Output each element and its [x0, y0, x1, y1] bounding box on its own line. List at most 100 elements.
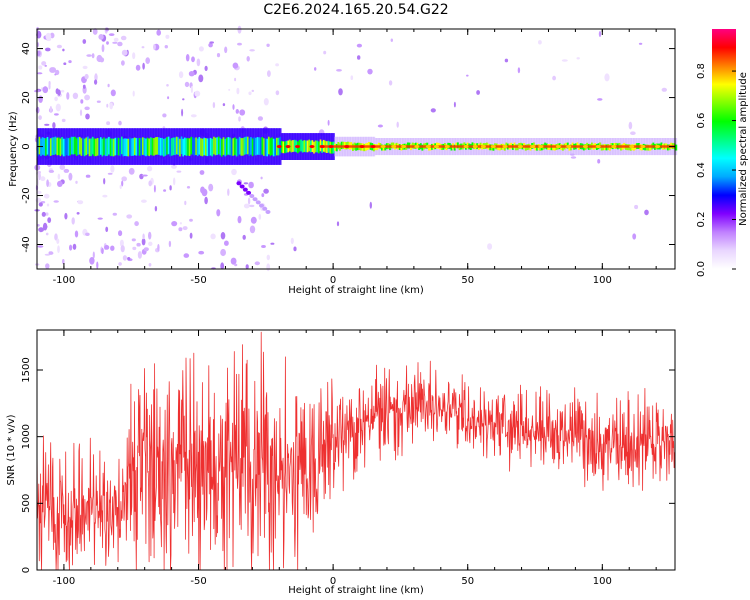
spectrogram-speckle: [216, 209, 221, 217]
spectrogram-speckle: [323, 50, 327, 55]
spectrogram-speckle: [249, 204, 255, 208]
snr-x-tick-label: 100: [593, 576, 612, 587]
spectrogram-speckle: [576, 57, 580, 60]
spectrogram-speckle: [293, 246, 297, 252]
spectrogram-speckle: [59, 164, 66, 170]
spectrogram-band-core: [132, 138, 135, 156]
spectrogram-band-core: [248, 138, 251, 156]
spectrogram-band-core: [142, 137, 145, 155]
spectrogram-speckle: [182, 98, 185, 101]
spectrogram-speckle: [148, 263, 152, 267]
spectrogram-speckle: [190, 114, 197, 118]
spectrogram-speckle: [120, 245, 125, 253]
spectrogram-peak-blob: [425, 144, 431, 149]
spectrogram-band-core: [242, 138, 245, 156]
spectrogram-speckle: [98, 34, 104, 40]
spectrogram-band-core: [301, 140, 305, 153]
spectrogram-speckle: [182, 226, 188, 231]
spectrogram-speckle: [224, 240, 229, 246]
spectrogram-band-core: [175, 136, 179, 155]
spectrogram-speckle: [44, 123, 50, 126]
spectrogram-band-core: [79, 136, 82, 155]
colorbar-label: Normalized spectral amplitude: [738, 72, 749, 226]
spectrogram-peak-blob: [640, 144, 646, 149]
spectrogram-speckle: [250, 216, 257, 224]
spectrogram-band-core: [109, 138, 112, 156]
spectrogram-streak: [255, 200, 261, 205]
spectrogram-speckle: [148, 241, 153, 246]
spectrogram-peak-blob: [319, 144, 325, 149]
spectrogram-speckle: [154, 205, 158, 212]
spectrogram-speckle: [45, 232, 49, 236]
spectrogram-band-core: [67, 138, 70, 156]
spectrogram-band-core: [222, 137, 225, 155]
spectrogram-peak-blob: [401, 144, 407, 149]
spectrogram-speckle: [220, 232, 226, 240]
spectrogram-speckle: [178, 71, 184, 79]
spectrogram-speckle: [476, 90, 480, 95]
spectrogram-x-tick-label: -100: [53, 275, 76, 286]
spectrogram-speckle: [96, 54, 103, 63]
spectrogram-speckle: [171, 164, 177, 169]
spectrogram-speckle: [356, 43, 362, 48]
spectrogram-band-core: [150, 137, 153, 155]
spectrogram-speckle: [377, 124, 383, 128]
spectrogram-band-core: [182, 138, 185, 157]
spectrogram-speckle: [232, 104, 235, 110]
spectrogram-speckle: [40, 176, 46, 182]
spectrogram-speckle: [121, 60, 125, 66]
snr-y-tick-label: 0: [21, 567, 32, 573]
figure-title: C2E6.2024.165.20.54.G22: [263, 2, 448, 18]
spectrogram-peak-blob: [344, 144, 350, 149]
spectrogram-speckle: [169, 185, 172, 191]
spectrogram-band-core: [103, 137, 106, 156]
spectrogram-speckle: [84, 106, 90, 111]
spectrogram-band-core: [117, 137, 120, 156]
spectrogram-speckle: [45, 212, 49, 216]
spectrogram-speckle: [234, 263, 238, 267]
spectrogram-band-core: [180, 136, 183, 155]
spectrogram-band-core: [167, 136, 170, 155]
spectrogram-speckle: [63, 168, 70, 173]
spectrogram-speckle: [110, 245, 115, 251]
spectrogram-speckle: [97, 217, 103, 220]
spectrogram-band-core: [305, 140, 308, 153]
spectrogram-speckle: [137, 251, 142, 259]
spectrogram-peak-blob: [655, 144, 661, 149]
spectrogram-speckle: [72, 243, 77, 250]
spectrogram-speckle: [136, 242, 141, 247]
spectrogram-band-core: [85, 137, 88, 156]
spectrogram-speckle: [119, 184, 122, 189]
spectrogram-speckle: [101, 44, 105, 53]
spectrogram-band-core: [213, 136, 216, 155]
spectrogram-speckle: [261, 193, 265, 198]
spectrogram-band-core: [54, 136, 57, 155]
spectrogram-speckle: [44, 86, 47, 93]
spectrogram-peak-blob: [463, 144, 469, 149]
spectrogram-band-core: [114, 137, 117, 156]
spectrogram-speckle: [466, 74, 469, 77]
colorbar-tick-label: 0.2: [696, 212, 707, 228]
spectrogram-speckle: [148, 180, 152, 187]
spectrogram-band-core: [104, 138, 107, 157]
spectrogram-peak-blob: [517, 144, 523, 149]
spectrogram-x-tick-label: 100: [593, 275, 612, 286]
spectrogram-band-core: [106, 138, 109, 156]
spectrogram-speckle: [44, 253, 51, 256]
spectrogram-band-core: [169, 138, 172, 157]
spectrogram-peak-blob: [490, 144, 496, 149]
spectrogram-x-tick-label: 50: [461, 275, 474, 286]
spectrogram-speckle: [237, 215, 242, 224]
spectrogram-speckle: [79, 109, 83, 116]
spectrogram-speckle: [36, 190, 42, 195]
spectrogram-band-core: [154, 137, 158, 155]
spectrogram-speckle: [201, 188, 208, 197]
spectrogram-speckle: [94, 73, 98, 82]
spectrogram-speckle: [121, 180, 124, 187]
spectrogram-speckle: [66, 92, 70, 100]
spectrogram-band-core: [263, 138, 266, 156]
spectrogram-speckle: [628, 121, 633, 130]
spectrogram-speckle: [45, 263, 50, 269]
colorbar-tick-label: 0.8: [696, 63, 707, 79]
